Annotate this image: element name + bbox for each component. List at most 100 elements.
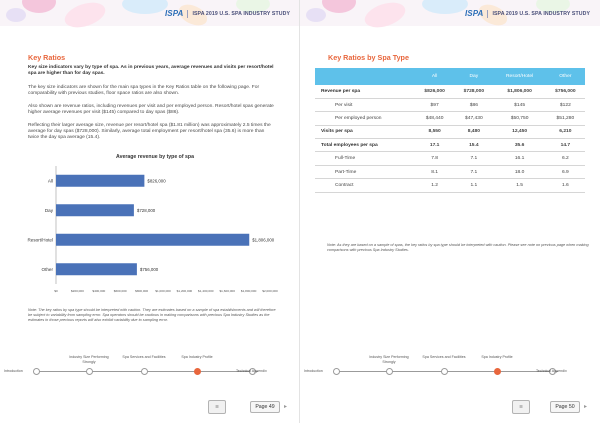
table-row: Visits per spa 8,550 8,480 12,450 6,210 (315, 125, 585, 140)
header-divider (487, 9, 489, 18)
page-number: Page 50 (550, 401, 580, 413)
table-row: Part-Time 8.1 7.1 18.0 6.9 (315, 165, 585, 180)
section-title: Key Ratios by Spa Type (328, 53, 409, 62)
column-header: Day (454, 68, 494, 85)
nav-dot[interactable] (494, 368, 501, 375)
next-arrow-icon[interactable]: ▸ (584, 404, 588, 410)
table-cell: $97 (415, 98, 455, 113)
nav-label[interactable]: Technical Appendix (236, 369, 267, 373)
bar-resort-hotel (56, 233, 250, 246)
nav-label[interactable]: Spa Industry Profile (481, 355, 513, 359)
table-cell: 1.5 (493, 178, 546, 193)
table-cell: 15.4 (454, 138, 494, 153)
left-note: Note: The key ratios by spa type should … (28, 308, 276, 323)
category-label: Resort/Hotel (27, 238, 53, 243)
page-header: ISPA ISPA 2019 U.S. SPA INDUSTRY STUDY (300, 0, 600, 32)
table-cell: $728,000 (454, 85, 494, 99)
nav-label[interactable]: Spa Services and Facilities (422, 355, 466, 359)
table-cell: 8,480 (454, 125, 494, 140)
table-row: Total employees per spa 17.1 15.4 35.6 14.7 (315, 138, 585, 153)
x-tick-label: $1,200,000 (177, 289, 193, 293)
x-tick-label: $600,000 (114, 289, 127, 293)
table-cell: 7.1 (454, 151, 494, 166)
page-number: Page 49 (250, 401, 280, 413)
ispa-logo: ISPA (464, 9, 484, 18)
category-label: All (48, 179, 53, 184)
x-tick-label: $1,000,000 (155, 289, 171, 293)
decor-blob (236, 0, 270, 13)
x-tick-label: $1,800,000 (241, 289, 257, 293)
table-cell: $826,000 (415, 85, 455, 99)
table-row: Per employed person $48,440 $47,430 $50,750… (315, 111, 585, 126)
left-page: ISPA ISPA 2019 U.S. SPA INDUSTRY STUDY K… (0, 0, 300, 423)
table-cell: 18.0 (493, 165, 546, 180)
decor-blob (422, 0, 468, 14)
nav-label[interactable]: Industry Size Performing Strongly (69, 355, 109, 364)
decor-blob (122, 0, 168, 14)
nav-label[interactable]: Introduction (4, 369, 23, 373)
intro-paragraph: Key size indicators vary by type of spa.… (28, 65, 274, 77)
row-label: Revenue per spa (315, 85, 415, 99)
section-title: Key Ratios (28, 53, 66, 62)
chart-title: Average revenue by type of spa (116, 154, 194, 160)
x-tick-label: $400,000 (92, 289, 105, 293)
paragraph-2: Also shown are revenue ratios, including… (28, 104, 274, 116)
key-ratios-table-wrap: All Day Resort/Hotel Other Revenue per s… (315, 68, 585, 193)
decor-blob (322, 0, 356, 13)
page-footer: ☰ Page 50 ▸ (300, 398, 600, 416)
header-divider (187, 9, 189, 18)
table-cell: $145 (493, 98, 546, 113)
table-cell: $122 (545, 98, 585, 113)
table-cell: $47,430 (454, 111, 494, 126)
table-cell: $48,440 (415, 111, 455, 126)
nav-label[interactable]: Introduction (304, 369, 323, 373)
table-cell: 6.2 (545, 151, 585, 166)
table-cell: 1.2 (415, 178, 455, 193)
x-tick-label: $0 (54, 289, 58, 293)
table-cell: 1.1 (454, 178, 494, 193)
nav-dot[interactable] (333, 368, 340, 375)
header-title: ISPA 2019 U.S. SPA INDUSTRY STUDY (192, 10, 290, 17)
data-label: $1,806,000 (252, 238, 275, 243)
table-row: Contract 1.2 1.1 1.5 1.6 (315, 178, 585, 193)
nav-dot[interactable] (386, 368, 393, 375)
table-cell: 14.7 (545, 138, 585, 153)
nav-dot[interactable] (194, 368, 201, 375)
column-header: All (415, 68, 455, 85)
nav-label[interactable]: Technical Appendix (536, 369, 567, 373)
row-label: Per employed person (315, 111, 415, 126)
decor-blob (536, 0, 570, 13)
contents-icon[interactable]: ☰ (208, 400, 226, 414)
nav-label[interactable]: Spa Industry Profile (181, 355, 213, 359)
right-page: ISPA ISPA 2019 U.S. SPA INDUSTRY STUDY K… (300, 0, 600, 423)
next-arrow-icon[interactable]: ▸ (284, 404, 288, 410)
table-cell: 6.9 (545, 165, 585, 180)
table-cell: $50,750 (493, 111, 546, 126)
nav-label[interactable]: Industry Size Performing Strongly (369, 355, 409, 364)
nav-dot[interactable] (141, 368, 148, 375)
bar-chart-svg: All $826,000 Day $728,000 Resort/Hotel $1,806… (27, 166, 278, 293)
table-cell: $51,280 (545, 111, 585, 126)
table-cell: 12,450 (493, 125, 546, 140)
decor-blob (22, 0, 56, 13)
table-cell: 7.8 (415, 151, 455, 166)
x-tick-label: $1,400,000 (198, 289, 214, 293)
nav-dot[interactable] (33, 368, 40, 375)
table-cell: 16.1 (493, 151, 546, 166)
nav-dot[interactable] (249, 368, 256, 375)
ispa-logo: ISPA (164, 9, 184, 18)
table-cell: 8,550 (415, 125, 455, 140)
paragraph-1: The key size indicators are shown for th… (28, 85, 260, 97)
key-ratios-table: All Day Resort/Hotel Other Revenue per s… (315, 68, 585, 193)
nav-label[interactable]: Spa Services and Facilities (122, 355, 166, 359)
nav-dot[interactable] (441, 368, 448, 375)
data-label: $728,000 (137, 208, 156, 213)
row-label: Total employees per spa (315, 138, 415, 153)
nav-dot[interactable] (86, 368, 93, 375)
table-cell: 7.1 (454, 165, 494, 180)
contents-icon[interactable]: ☰ (512, 400, 530, 414)
table-header-row: All Day Resort/Hotel Other (315, 68, 585, 85)
row-label: Full-Time (315, 151, 415, 166)
table-row: Revenue per spa $826,000 $728,000 $1,806,00… (315, 85, 585, 99)
nav-dot[interactable] (549, 368, 556, 375)
